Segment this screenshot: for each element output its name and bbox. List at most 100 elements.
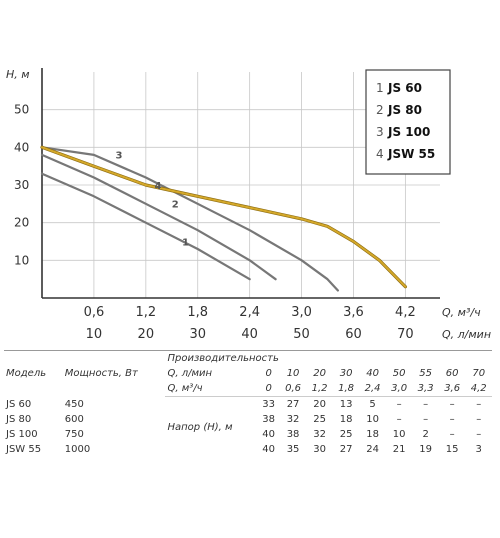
m3h-value: 1,8 [332,381,360,397]
head-value: 13 [339,399,353,410]
table-row: JS 80 600 Напор (Н), м 38 32 25 18 10 – – – – [4,412,492,433]
performance-chart: 10 20 30 40 50 0,6 10 1,2 20 1,8 30 2,4 40 3,0 50 3,6 60… [6,68,491,342]
head-value: 18 [366,429,379,440]
head-value: 21 [392,444,406,455]
legend-entry: JSW 55 [387,147,435,161]
x2-tick-label: 20 [138,327,155,342]
power-cell: 750 [64,429,84,440]
head-value: 18 [339,414,353,425]
x2-axis-label: Q, л/мин [442,328,491,341]
head-value: 25 [339,429,353,440]
legend-entry: JS 100 [387,125,430,139]
power-cell: 450 [64,398,84,410]
x-tick-label: 1,8 [187,305,208,320]
head-value: 32 [286,414,300,425]
power-cell: 1000 [64,444,91,455]
x2-tick-label: 70 [397,327,414,342]
head-value: 3 [475,444,482,455]
lmin-value: 40 [366,368,379,379]
legend-number: 3 [376,125,384,139]
head-label: Напор (Н), м [167,421,233,433]
head-value: 5 [369,399,376,410]
lmin-value: 60 [445,368,459,379]
model-cell: JS 100 [6,429,38,440]
series-line [40,153,277,281]
m3h-value: 3,3 [412,381,439,397]
x2-tick-label: 10 [86,327,103,342]
series-label: 2 [172,200,179,211]
head-value: 15 [445,444,459,455]
table-row: JS 60 450 33 27 20 13 5 – – – – [4,397,492,413]
series-line [40,146,339,292]
y-tick-label: 10 [14,253,29,267]
lmin-label: Q, л/мин [167,368,213,379]
head-value: – [396,414,402,425]
head-value: – [396,399,402,410]
lmin-value: 50 [392,368,406,379]
x2-tick-label: 40 [241,327,258,342]
head-value: – [476,414,482,425]
x-tick-label: 3,0 [291,305,312,320]
lmin-value: 30 [339,368,353,379]
table-row: JSW 55 1000 40 35 30 27 24 21 19 15 3 [4,442,492,457]
head-value: – [476,399,482,410]
head-value: – [449,414,455,425]
head-value: 27 [339,444,353,455]
head-value: 20 [313,399,326,410]
series-line [41,146,407,288]
chart-labels: 1 2 3 4 [116,151,190,249]
m3h-value: 0,6 [279,381,307,397]
head-label-spacer [165,442,257,457]
power-cell: 600 [64,414,84,425]
head-value: 2 [422,429,429,440]
head-value: – [423,399,429,410]
chart-axes: 10 20 30 40 50 0,6 10 1,2 20 1,8 30 2,4 40 3,0 50 3,6 60… [6,68,491,342]
head-value: 10 [392,429,406,440]
x-tick-label: 2,4 [239,305,260,320]
x-tick-label: 0,6 [84,305,105,320]
y-axis-label: H, м [6,68,30,81]
table-row: JS 100 750 40 38 32 25 18 10 2 – – [4,427,492,442]
y-tick-label: 30 [14,178,29,192]
head-value: 40 [262,444,276,455]
model-cell: JSW 55 [6,444,42,455]
head-value: – [476,429,482,440]
x-tick-label: 4,2 [395,305,416,320]
spec-table: Модель Мощность, Вт Производительность Q, л… [4,350,492,457]
x2-tick-label: 50 [293,327,310,342]
series-label: 1 [182,237,189,248]
x2-tick-label: 30 [189,327,206,342]
head-label-spacer [165,397,257,413]
m3h-value: 4,2 [465,381,492,397]
head-value: 24 [366,444,379,455]
head-value: 33 [262,399,276,410]
lmin-value: 55 [419,368,432,379]
series-label: 3 [116,151,123,162]
col-header-performance: Производительность [165,350,492,366]
m3h-value: 0 [257,381,280,397]
head-value: 38 [286,429,300,440]
table-header-row: Модель Мощность, Вт Производительность [4,350,492,397]
spec-table-wrap: Модель Мощность, Вт Производительность Q, л… [0,350,500,457]
legend-number: 4 [376,147,384,161]
model-cell: JS 80 [6,414,32,425]
y-tick-label: 50 [14,103,29,117]
head-value: 10 [366,414,379,425]
m3h-value: 3,6 [438,381,466,397]
head-value: 38 [262,414,276,425]
chart-curves [40,145,407,292]
y-tick-label: 40 [14,140,29,154]
series-label: 4 [154,181,161,192]
table-m3h-row: Q, м³/ч 0 0,6 1,2 1,8 2,4 3,0 3,3 3,6 4,2 [4,381,492,397]
head-value: 27 [286,399,300,410]
x-tick-label: 1,2 [135,305,156,320]
lmin-value: 10 [286,368,300,379]
legend-number: 1 [376,81,384,95]
m3h-value: 3,0 [385,381,413,397]
lmin-value: 20 [313,368,326,379]
head-value: 35 [286,444,300,455]
x2-tick-label: 60 [345,327,362,342]
y-tick-label: 20 [14,216,29,230]
head-value: – [423,414,429,425]
